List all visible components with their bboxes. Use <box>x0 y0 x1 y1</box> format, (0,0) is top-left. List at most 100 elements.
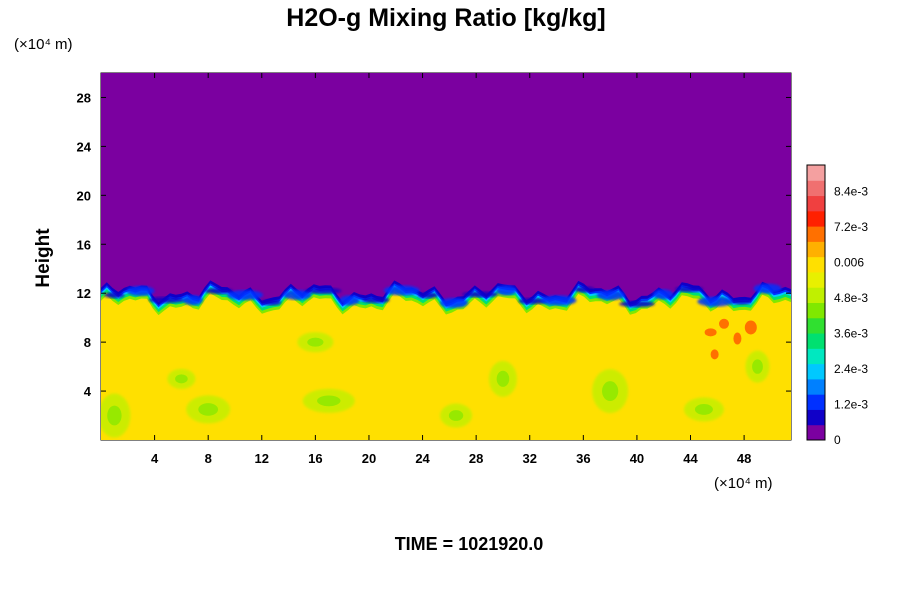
colorbar-swatch <box>807 226 825 242</box>
colorbar-swatch <box>807 409 825 426</box>
y-tick-label: 28 <box>77 90 91 105</box>
x-tick-label: 16 <box>308 451 322 466</box>
colorbar-tick-label: 0 <box>834 433 841 447</box>
colorbar-swatch <box>807 195 825 212</box>
x-unit-label: (×10⁴ m) <box>714 475 773 492</box>
colorbar: 0 1.2e-3 2.4e-3 3.6e-3 4.8e-3 0.006 7.2e-3 8.4e… <box>806 164 868 447</box>
time-label: TIME = 1021920.0 <box>395 534 544 554</box>
colorbar-swatch <box>807 348 825 365</box>
interface-eddy <box>126 285 155 296</box>
colorbar-swatch <box>807 165 825 181</box>
high-moisture-pocket <box>704 328 717 337</box>
colorbar-frame <box>806 164 826 441</box>
y-tick-label: 12 <box>77 286 91 301</box>
interface-eddy <box>148 296 185 303</box>
colorbar-swatch <box>807 333 825 349</box>
x-axis-ticks: 4 8 12 16 20 24 28 32 36 40 44 48 <box>151 73 751 466</box>
interface-eddy <box>339 295 360 306</box>
moisture-eddy-core <box>694 404 713 415</box>
colorbar-tick-label: 8.4e-3 <box>834 185 868 199</box>
moisture-eddy-core <box>175 374 188 384</box>
moisture-eddy-core <box>317 395 341 407</box>
moisture-eddy-core <box>752 359 763 374</box>
x-tick-label: 32 <box>523 451 537 466</box>
interface-eddy <box>361 296 390 303</box>
y-tick-label: 8 <box>84 335 91 350</box>
colorbar-swatch <box>807 424 825 441</box>
y-tick-label: 16 <box>77 237 91 252</box>
y-axis-ticks: 4 8 12 16 20 24 28 <box>77 90 791 399</box>
interface-eddy <box>697 296 734 307</box>
interface-eddy <box>618 301 655 308</box>
y-tick-label: 4 <box>84 384 92 399</box>
colorbar-tick-label: 7.2e-3 <box>834 220 868 234</box>
y-tick-label: 24 <box>77 139 92 154</box>
colorbar-ticks: 0 1.2e-3 2.4e-3 3.6e-3 4.8e-3 0.006 7.2e-3 8.4e… <box>834 185 868 447</box>
interface-eddy <box>305 287 342 294</box>
x-tick-label: 8 <box>205 451 212 466</box>
x-tick-label: 48 <box>737 451 751 466</box>
colorbar-swatch <box>807 302 825 319</box>
interface-eddy <box>574 286 595 293</box>
mixing-ratio-field <box>101 73 791 440</box>
colorbar-tick-label: 3.6e-3 <box>834 327 868 341</box>
x-tick-label: 36 <box>576 451 590 466</box>
colorbar-tick-label: 1.2e-3 <box>834 398 868 412</box>
interface-eddy <box>653 289 674 300</box>
interface-eddy <box>227 290 264 301</box>
high-moisture-pocket <box>719 318 730 329</box>
interface-eddy <box>596 290 625 301</box>
interface-eddy <box>753 283 782 294</box>
colorbar-swatch <box>807 317 825 334</box>
interface-eddy <box>518 298 547 305</box>
colorbar-swatches <box>807 165 825 441</box>
x-tick-label: 20 <box>362 451 376 466</box>
y-unit-label: (×10⁴ m) <box>14 36 73 53</box>
interface-eddy <box>383 285 420 296</box>
chart-title: H2O-g Mixing Ratio [kg/kg] <box>286 4 605 32</box>
interface-eddy <box>731 298 752 305</box>
interface-eddy <box>104 292 125 299</box>
x-tick-label: 24 <box>415 451 430 466</box>
high-moisture-pocket <box>744 320 757 335</box>
moisture-eddy-core <box>307 337 324 347</box>
y-tick-label: 20 <box>77 188 91 203</box>
colorbar-swatch <box>807 378 825 395</box>
interface-eddy <box>182 295 203 306</box>
interface-eddy <box>261 299 282 306</box>
colorbar-tick-label: 0.006 <box>834 256 864 270</box>
colorbar-tick-label: 4.8e-3 <box>834 291 868 305</box>
interface-eddy <box>417 292 438 299</box>
x-tick-label: 4 <box>151 451 159 466</box>
colorbar-swatch <box>807 287 825 303</box>
colorbar-swatch <box>807 180 825 197</box>
colorbar-swatch <box>807 363 825 380</box>
y-axis-label: Height <box>33 228 54 288</box>
moisture-eddy-core <box>496 370 510 387</box>
interface-eddy <box>204 287 233 294</box>
high-moisture-pocket <box>733 332 742 345</box>
interface-eddy <box>496 285 517 296</box>
x-tick-label: 12 <box>255 451 269 466</box>
moisture-eddy-core <box>602 381 619 401</box>
colorbar-swatch <box>807 271 825 288</box>
moisture-eddy-core <box>198 403 219 416</box>
interface-eddy <box>462 291 499 298</box>
colorbar-swatch <box>807 394 825 410</box>
interface-eddy <box>440 297 469 308</box>
x-tick-label: 44 <box>683 451 698 466</box>
x-tick-label: 40 <box>630 451 644 466</box>
colorbar-swatch <box>807 210 825 227</box>
colorbar-swatch <box>807 256 825 273</box>
colorbar-tick-label: 2.4e-3 <box>834 362 868 376</box>
interface-eddy <box>540 295 577 306</box>
colorbar-swatch <box>807 241 825 258</box>
high-moisture-pocket <box>710 349 719 360</box>
interface-eddy <box>283 289 312 300</box>
x-tick-label: 28 <box>469 451 483 466</box>
moisture-eddy-core <box>448 410 464 421</box>
interface-eddy <box>675 286 704 293</box>
